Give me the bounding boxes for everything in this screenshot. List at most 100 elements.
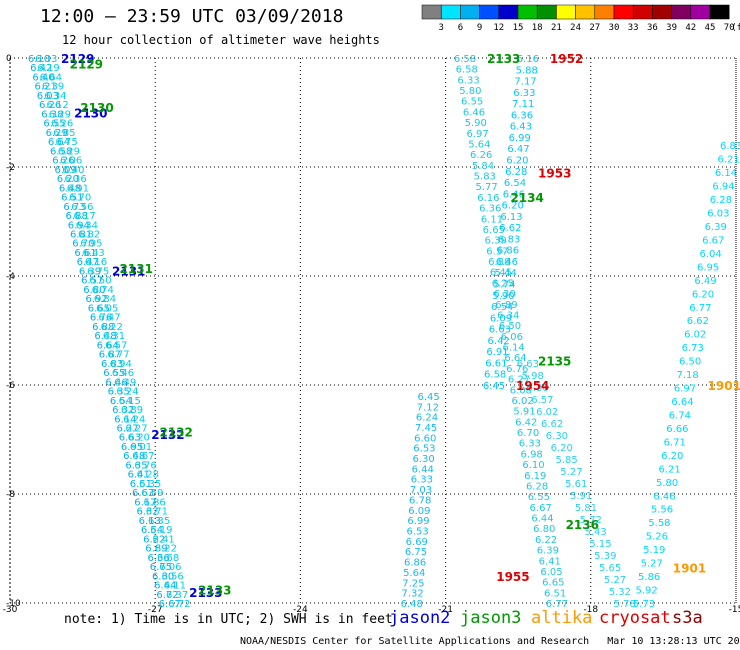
x-tick-label: -18 xyxy=(583,605,598,615)
y-tick-label: -8 xyxy=(6,490,15,500)
chart-title: 12:00 — 23:59 UTC 03/09/2018 xyxy=(40,6,344,27)
swh-value: 6.89 xyxy=(495,300,517,311)
swh-value: 6.33 xyxy=(513,88,535,99)
swh-value: 6.73 xyxy=(682,343,704,354)
swh-value: 6.50 xyxy=(89,276,111,287)
swh-value: 6.47 xyxy=(77,257,99,268)
swh-value: 6.02 xyxy=(536,407,558,418)
swh-value: 6.82 xyxy=(78,230,100,241)
swh-value: 6.54 xyxy=(504,178,526,189)
swh-value: 6.86 xyxy=(497,246,519,257)
colorbar-swatch xyxy=(594,4,615,20)
swh-value: 6.83 xyxy=(498,234,520,245)
swh-value: 6.41 xyxy=(128,470,150,481)
swh-value: 6.41 xyxy=(539,556,561,567)
swh-value: 6.89 xyxy=(145,544,167,555)
swh-value: 6.33 xyxy=(411,475,433,486)
swh-value: 6.21 xyxy=(35,82,57,93)
swh-value: 6.33 xyxy=(457,75,479,86)
swh-value: 6.61 xyxy=(485,358,507,369)
swh-value: 6.77 xyxy=(107,350,129,361)
swh-value: 6.54 xyxy=(110,396,132,407)
swh-value: 6.31 xyxy=(103,331,125,342)
swh-value: 6.74 xyxy=(669,410,691,421)
colorbar-swatch xyxy=(632,4,653,20)
swh-value: 6.62 xyxy=(499,223,521,234)
swh-value: 6.39 xyxy=(705,222,727,233)
swh-value: 6.63 xyxy=(119,433,141,444)
swh-value: 6.22 xyxy=(155,544,177,555)
swh-value: 6.76 xyxy=(90,313,112,324)
swh-value: 6.55 xyxy=(43,119,65,130)
swh-value: 6.57 xyxy=(105,340,127,351)
swh-value: 6.86 xyxy=(404,558,426,569)
swh-value: 6.97 xyxy=(466,129,488,140)
colorbar-tick: 30 xyxy=(609,23,620,33)
swh-value: 5.91 xyxy=(513,407,535,418)
swh-value: 6.46 xyxy=(463,107,485,118)
swh-value: 6.21 xyxy=(659,464,681,475)
swh-value: 6.09 xyxy=(408,506,430,517)
swh-value: 6.72 xyxy=(156,590,178,601)
swh-value: 6.36 xyxy=(148,553,170,564)
swh-value: 6.63 xyxy=(489,325,511,336)
y-tick-label: -2 xyxy=(6,163,15,173)
swh-value: 6.47 xyxy=(507,144,529,155)
swh-value: 5.72 xyxy=(580,515,602,526)
swh-value: 6.67 xyxy=(530,503,552,514)
swh-value: 6.13 xyxy=(500,212,522,223)
colorbar-tick: 42 xyxy=(685,23,696,33)
swh-value: 6.20 xyxy=(661,451,683,462)
swh-value: 6.28 xyxy=(710,195,732,206)
swh-value: 6.24 xyxy=(116,387,138,398)
swh-value: 6.51 xyxy=(544,588,566,599)
x-tick-label: -27 xyxy=(148,605,163,615)
swh-value: 5.58 xyxy=(648,518,670,529)
swh-value: 5.83 xyxy=(474,172,496,183)
pass-number: 2131 xyxy=(120,262,153,276)
swh-value: 5.19 xyxy=(643,545,665,556)
credit-line: NOAA/NESDIS Center for Satellite Applica… xyxy=(240,636,740,647)
swh-value: 6.94 xyxy=(110,359,132,370)
swh-value: 6.39 xyxy=(42,82,64,93)
pass-labels: 2129 2130 2131 2132 2133 2129 2130 2131 2132 2133… xyxy=(61,52,740,600)
swh-value: 6.72 xyxy=(168,599,190,610)
swh-value: 5.77 xyxy=(475,182,497,193)
pass-number: 1901 xyxy=(673,562,706,576)
colorbar-swatch xyxy=(575,4,596,20)
swh-value: 6.92 xyxy=(85,294,107,305)
swh-value: 6.98 xyxy=(521,449,543,460)
swh-value: 6.45 xyxy=(483,381,505,392)
colorbar-tick: 70 xyxy=(724,23,735,33)
y-tick-label: -10 xyxy=(6,599,21,609)
swh-value: 6.13 xyxy=(139,516,161,527)
swh-value: 6.58 xyxy=(50,146,72,157)
swh-value: 6.35 xyxy=(125,460,147,471)
swh-value: 6.57 xyxy=(81,276,103,287)
colorbar-swatch xyxy=(517,4,538,20)
swh-value: 6.22 xyxy=(143,534,165,545)
swh-value: 6.67 xyxy=(159,599,181,610)
swh-value: 6.03 xyxy=(37,91,59,102)
swh-value: 6.33 xyxy=(519,439,541,450)
swh-value: 6.14 xyxy=(503,343,525,354)
swh-value: 6.01 xyxy=(130,442,152,453)
swh-value: 6.51 xyxy=(130,479,152,490)
swh-value: 6.08 xyxy=(510,385,532,396)
swh-value: 6.26 xyxy=(52,156,74,167)
swh-value: 6.30 xyxy=(152,571,174,582)
swh-value: 6.28 xyxy=(137,470,159,481)
colorbar-tick: 18 xyxy=(532,23,543,33)
swh-value: 6.95 xyxy=(697,262,719,273)
pass-number: 1901 xyxy=(708,379,740,393)
legend-altika: altika xyxy=(531,608,593,628)
legend-jason2: jason2 xyxy=(389,608,451,628)
swh-value: 5.80 xyxy=(656,478,678,489)
swh-value: 5.84 xyxy=(472,161,494,172)
swh-value: 5.73 xyxy=(633,599,655,610)
swh-value: 5.15 xyxy=(589,539,611,550)
swh-value: 6.59 xyxy=(141,488,163,499)
swh-value: 6.43 xyxy=(83,248,105,259)
swh-value: 6.17 xyxy=(134,497,156,508)
